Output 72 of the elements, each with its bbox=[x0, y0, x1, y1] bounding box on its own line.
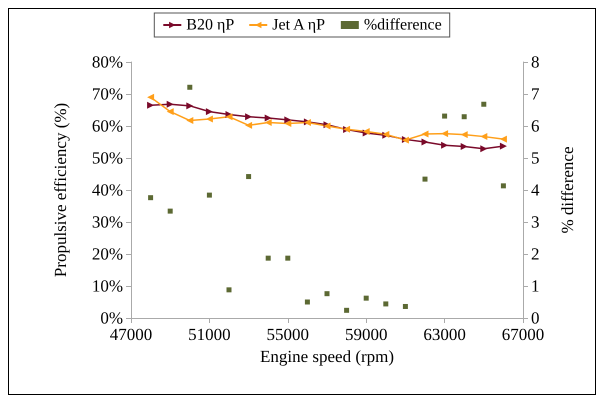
point bbox=[402, 304, 408, 309]
legend-label: Jet A ηP bbox=[272, 16, 326, 34]
point bbox=[166, 108, 174, 116]
y-tick-label: 70% bbox=[92, 84, 123, 104]
point bbox=[264, 114, 272, 122]
point bbox=[226, 113, 232, 120]
y2-tick-label: 3 bbox=[531, 212, 540, 232]
legend-label: %difference bbox=[364, 16, 442, 34]
point bbox=[226, 287, 232, 292]
y-tick-label: 30% bbox=[92, 212, 123, 232]
point bbox=[246, 174, 252, 180]
y2-tick-label: 2 bbox=[531, 244, 540, 264]
y2-tick-label: 1 bbox=[531, 276, 540, 296]
point bbox=[245, 122, 252, 129]
y2-tick-label: 0 bbox=[531, 308, 540, 328]
x-tick-label: 63000 bbox=[423, 325, 466, 344]
point bbox=[206, 108, 213, 116]
point bbox=[344, 308, 350, 313]
point bbox=[500, 183, 506, 188]
point bbox=[148, 195, 154, 200]
point bbox=[500, 142, 507, 150]
point bbox=[481, 102, 486, 107]
point bbox=[442, 114, 448, 119]
point bbox=[186, 102, 194, 110]
point bbox=[422, 176, 428, 182]
x-tick-label: 67000 bbox=[502, 325, 544, 344]
point bbox=[304, 300, 310, 304]
y-tick-label: 0% bbox=[100, 308, 123, 328]
y-tick-label: 60% bbox=[92, 116, 123, 136]
x-tick-label: 51000 bbox=[188, 325, 231, 344]
y2-tick-label: 6 bbox=[531, 116, 540, 136]
point bbox=[168, 208, 173, 214]
point bbox=[166, 100, 174, 108]
point bbox=[460, 142, 468, 150]
point bbox=[284, 116, 292, 124]
y-axis-title: Propulsive efficiency (%) bbox=[51, 102, 70, 278]
point bbox=[264, 118, 272, 126]
point bbox=[462, 114, 467, 120]
point bbox=[422, 130, 428, 138]
point bbox=[245, 113, 252, 120]
point bbox=[460, 131, 468, 138]
y2-tick-label: 8 bbox=[531, 52, 540, 72]
y2-tick-label: 7 bbox=[531, 84, 540, 104]
point bbox=[147, 94, 154, 101]
point bbox=[266, 256, 271, 261]
y-tick-label: 50% bbox=[92, 148, 123, 168]
point bbox=[324, 291, 330, 296]
y2-axis-title: % difference bbox=[558, 146, 577, 234]
x-tick-label: 59000 bbox=[344, 325, 388, 344]
point bbox=[422, 138, 428, 146]
y-tick-label: 10% bbox=[92, 276, 123, 296]
point bbox=[285, 256, 290, 261]
point bbox=[480, 133, 488, 140]
point bbox=[364, 296, 369, 301]
y2-tick-label: 5 bbox=[531, 148, 540, 168]
point bbox=[187, 84, 192, 90]
point bbox=[186, 117, 194, 124]
point bbox=[284, 120, 292, 127]
y-tick-label: 80% bbox=[92, 52, 123, 72]
y-tick-label: 40% bbox=[92, 180, 123, 200]
point bbox=[441, 142, 448, 149]
point bbox=[480, 145, 488, 152]
point bbox=[500, 136, 507, 143]
point bbox=[147, 102, 154, 109]
point bbox=[206, 192, 212, 198]
legend-label: B20 ηP bbox=[186, 16, 234, 34]
x-axis-title: Engine speed (rpm) bbox=[260, 347, 394, 366]
y2-tick-label: 4 bbox=[531, 180, 540, 200]
y-tick-label: 20% bbox=[92, 244, 123, 264]
x-tick-label: 47000 bbox=[110, 325, 152, 344]
x-tick-label: 55000 bbox=[266, 325, 310, 344]
point bbox=[383, 301, 388, 306]
